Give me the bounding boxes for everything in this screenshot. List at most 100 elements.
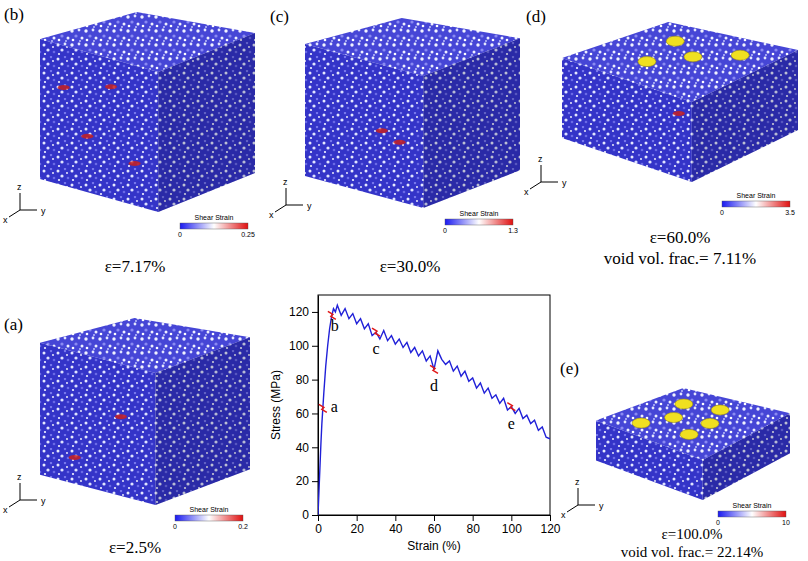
annotation-marker xyxy=(319,404,327,412)
triad-arrow xyxy=(541,182,558,183)
colorbar-scale xyxy=(722,201,790,207)
annotation-label: b xyxy=(331,317,339,334)
annotation-label: c xyxy=(372,340,379,357)
void xyxy=(701,418,719,428)
box-side xyxy=(158,33,255,212)
strain-spot xyxy=(81,134,93,139)
box-side-shade xyxy=(158,33,255,212)
x-tick-label: 20 xyxy=(350,522,364,536)
x-tick-mark xyxy=(473,515,474,521)
plot-area xyxy=(318,305,550,515)
box-side xyxy=(692,50,798,182)
colorbar-tick-label: 10 xyxy=(782,519,790,526)
y-tick-mark xyxy=(312,312,318,313)
colorbar-tick-label: 0 xyxy=(178,231,182,238)
triad-label: z xyxy=(575,477,580,487)
triad-label: y xyxy=(41,496,46,506)
strain-spot xyxy=(376,128,388,133)
box-front xyxy=(305,44,423,208)
x-tick: 120 xyxy=(540,515,560,536)
y-tick: 60 xyxy=(296,407,318,421)
triad-label: x xyxy=(269,210,274,220)
figure: (a)xyzShear Strain00.2ε=2.5%(b)xyzShear … xyxy=(0,0,808,561)
triad-label: y xyxy=(41,206,46,216)
strain-spot xyxy=(105,84,117,89)
panel: (c)xyzShear Strain01.3ε=30.0% xyxy=(269,7,520,276)
colorbar: Shear Strain00.25 xyxy=(178,214,255,238)
void xyxy=(731,50,749,60)
panel: (d)xyzShear Strain03.5ε=60.0%void vol. f… xyxy=(524,7,798,268)
triad-label: z xyxy=(17,472,22,482)
strain-spot xyxy=(115,414,127,419)
y-tick-mark xyxy=(312,515,318,516)
x-tick-label: 100 xyxy=(502,522,522,536)
box-front xyxy=(40,39,158,212)
x-tick-label: 80 xyxy=(466,522,480,536)
x-tick-mark xyxy=(511,515,512,521)
triad-arrow xyxy=(286,205,303,206)
x-tick: 100 xyxy=(502,515,522,536)
panel: (a)xyzShear Strain00.2ε=2.5% xyxy=(3,315,250,557)
axes-triad: xyz xyxy=(524,154,567,197)
x-tick-mark xyxy=(357,515,358,521)
y-tick-label: 120 xyxy=(289,305,309,319)
box-side xyxy=(156,337,251,505)
triad-label: y xyxy=(599,501,604,511)
x-tick-label: 120 xyxy=(540,522,560,536)
strain-spot xyxy=(129,161,141,166)
strain-caption: ε=7.17% xyxy=(105,257,166,276)
x-tick: 20 xyxy=(350,515,364,536)
y-tick: 120 xyxy=(289,305,318,319)
annotation-label: d xyxy=(430,377,438,394)
x-tick-mark xyxy=(318,515,319,521)
x-tick: 60 xyxy=(428,515,442,536)
colorbar-title: Shear Strain xyxy=(460,210,499,217)
colorbar-scale xyxy=(175,515,243,521)
x-tick-label: 40 xyxy=(389,522,403,536)
triad-arrow xyxy=(578,505,595,506)
triad-arrow xyxy=(20,500,37,501)
axes-triad: xyz xyxy=(3,472,46,515)
strain-caption: ε=30.0% xyxy=(380,257,441,276)
void xyxy=(665,413,683,423)
colorbar-tick-label: 0.2 xyxy=(238,523,248,530)
void xyxy=(680,429,698,439)
colorbar: Shear Strain03.5 xyxy=(720,192,795,216)
y-tick: 20 xyxy=(296,474,318,488)
triad-label: y xyxy=(562,178,567,188)
colorbar-tick-label: 0 xyxy=(720,209,724,216)
box-side-shade xyxy=(156,337,251,505)
triad-label: x xyxy=(3,215,8,225)
panel-letter: (d) xyxy=(526,7,546,26)
plot-frame xyxy=(318,295,550,515)
triad-arrow xyxy=(20,193,21,210)
y-tick-label: 60 xyxy=(296,407,310,421)
strain-spot xyxy=(673,111,685,116)
y-tick-label: 20 xyxy=(296,474,310,488)
colorbar-title: Shear Strain xyxy=(195,214,234,221)
triad-label: y xyxy=(307,201,312,211)
triad-arrow xyxy=(530,182,541,189)
x-tick: 0 xyxy=(315,515,322,536)
y-axis-title: Stress (MPa) xyxy=(269,370,283,440)
x-tick-label: 0 xyxy=(315,522,322,536)
y-tick-mark xyxy=(312,413,318,414)
annotation-marker xyxy=(430,365,438,373)
colorbar-tick-label: 0 xyxy=(716,519,720,526)
box-front xyxy=(40,343,156,505)
y-tick-label: 0 xyxy=(302,508,309,522)
x-axis-title: Strain (%) xyxy=(407,539,460,553)
y-tick-mark xyxy=(312,380,318,381)
colorbar-tick-label: 3.5 xyxy=(785,209,795,216)
void xyxy=(632,418,650,428)
box-front xyxy=(562,58,692,182)
void-caption: void vol. frac.= 7.11% xyxy=(604,249,756,268)
y-axis: 020406080100120 xyxy=(289,296,319,523)
strain-caption: ε=100.0% xyxy=(661,526,722,542)
strain-caption: ε=2.5% xyxy=(109,538,161,557)
colorbar-scale xyxy=(180,223,248,229)
triad-label: z xyxy=(17,182,22,192)
void xyxy=(711,405,729,415)
colorbar: Shear Strain00.2 xyxy=(173,506,248,530)
colorbar-title: Shear Strain xyxy=(190,506,229,513)
